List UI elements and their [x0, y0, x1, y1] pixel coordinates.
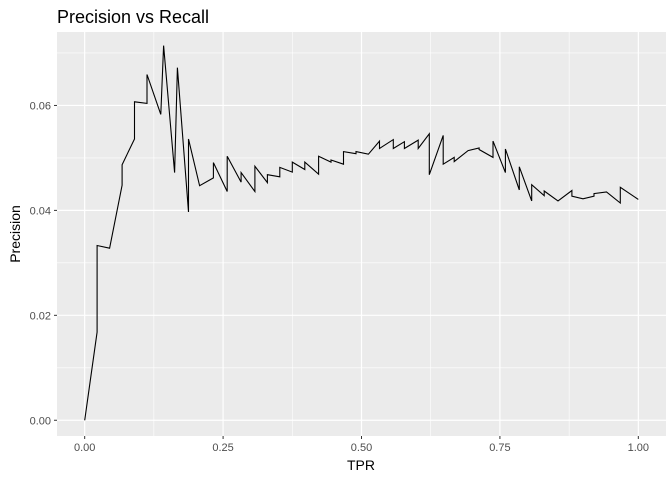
chart-title: Precision vs Recall — [57, 7, 209, 27]
y-tick-label: 0.06 — [30, 100, 51, 112]
y-tick-label: 0.00 — [30, 415, 51, 427]
series-layer — [84, 45, 639, 421]
x-axis-label: TPR — [347, 457, 375, 473]
y-axis-label: Precision — [7, 205, 23, 263]
y-tick-label: 0.04 — [30, 205, 51, 217]
x-tick-label: 0.00 — [74, 442, 95, 454]
x-axis-ticks: 0.00 0.25 0.50 0.75 1.00 — [74, 436, 649, 454]
y-tick-label: 0.02 — [30, 310, 51, 322]
x-tick-label: 0.25 — [212, 442, 233, 454]
major-gridlines — [57, 32, 666, 436]
x-tick-label: 1.00 — [628, 442, 649, 454]
x-tick-label: 0.50 — [351, 442, 372, 454]
precision-series-line — [84, 45, 639, 421]
y-axis-ticks: 0.00 0.02 0.04 0.06 — [30, 100, 57, 427]
x-tick-label: 0.75 — [489, 442, 510, 454]
